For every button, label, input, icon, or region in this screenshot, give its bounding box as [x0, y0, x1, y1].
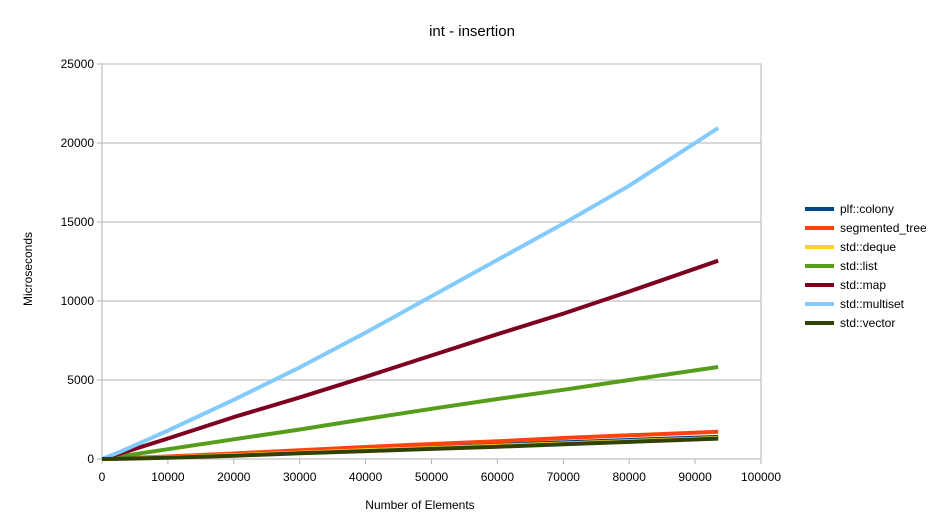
- legend-label: std::multiset: [840, 297, 905, 311]
- x-tick-label: 20000: [217, 470, 251, 484]
- y-tick-label: 0: [87, 452, 94, 466]
- series-line-3: [101, 365, 719, 461]
- series-lines: [101, 126, 720, 461]
- x-tick-label: 90000: [678, 470, 712, 484]
- legend-item: std::multiset: [805, 297, 905, 311]
- legend-item: std::vector: [805, 316, 895, 330]
- x-tick-label: 70000: [547, 470, 581, 484]
- chart-title: int - insertion: [429, 23, 515, 40]
- legend-label: std::vector: [840, 316, 895, 330]
- x-axis-ticks: 0 10000 20000 30000 40000 50000 60000 70000 8000…: [99, 459, 781, 484]
- series-line-5: [101, 126, 720, 461]
- legend-item: segmented_tree: [805, 221, 927, 235]
- x-tick-label: 50000: [415, 470, 449, 484]
- x-tick-label: 40000: [349, 470, 383, 484]
- y-tick-label: 20000: [61, 136, 95, 150]
- series-line-4: [101, 258, 719, 461]
- x-tick-label: 10000: [151, 470, 185, 484]
- y-tick-label: 5000: [67, 373, 94, 387]
- series-line-6: [101, 436, 719, 461]
- legend-label: std::list: [840, 259, 878, 273]
- legend-label: std::deque: [840, 240, 896, 254]
- legend-item: std::map: [805, 278, 886, 292]
- y-tick-label: 15000: [61, 215, 95, 229]
- legend-item: std::deque: [805, 240, 896, 254]
- legend-label: std::map: [840, 278, 886, 292]
- legend: plf::colonysegmented_treestd::dequestd::…: [805, 202, 927, 330]
- legend-label: segmented_tree: [840, 221, 927, 235]
- legend-label: plf::colony: [840, 202, 894, 216]
- y-tick-label: 10000: [61, 294, 95, 308]
- x-tick-label: 100000: [741, 470, 781, 484]
- x-axis-label: Number of Elements: [365, 498, 474, 512]
- y-tick-label: 25000: [61, 57, 95, 71]
- y-axis-ticks: 0 5000 10000 15000 20000 25000: [61, 57, 102, 466]
- x-tick-label: 80000: [613, 470, 647, 484]
- x-tick-label: 60000: [481, 470, 515, 484]
- x-tick-label: 0: [99, 470, 106, 484]
- y-axis-label: Microseconds: [21, 232, 35, 306]
- legend-item: std::list: [805, 259, 878, 273]
- x-tick-label: 30000: [283, 470, 317, 484]
- legend-item: plf::colony: [805, 202, 894, 216]
